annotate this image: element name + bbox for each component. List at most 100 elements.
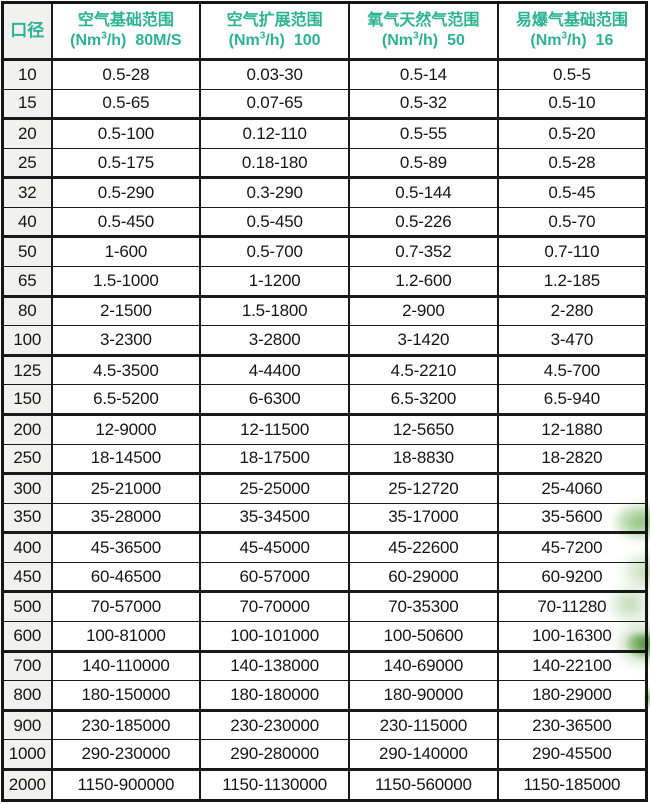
header-air-basic-range: 空气基础范围 (Nm3/h) 80M/S (50, 2, 202, 61)
range-cell: 140-69000 (348, 650, 499, 682)
diameter-cell: 50 (1, 236, 53, 268)
range-cell: 290-230000 (50, 739, 202, 771)
header-unit: (Nm3/h) 16 (530, 30, 614, 49)
range-cell: 18-17500 (199, 443, 350, 476)
range-cell: 3-2800 (199, 325, 350, 357)
table-row: 500 70-57000 70-70000 70-35300 70-11280 (1, 591, 648, 622)
table-row: 20 0.5-100 0.12-110 0.5-55 0.5-20 (1, 118, 648, 149)
range-cell: 0.5-89 (348, 147, 499, 180)
range-cell: 1-600 (50, 236, 202, 268)
range-cell: 4.5-2210 (348, 354, 499, 386)
table-row: 600 100-81000 100-101000 100-50600 100-16300 (1, 620, 648, 653)
table-row: 32 0.5-290 0.3-290 0.5-144 0.5-45 (1, 177, 648, 208)
range-cell: 70-57000 (50, 591, 202, 622)
table-row: 25 0.5-175 0.18-180 0.5-89 0.5-28 (1, 147, 648, 180)
range-cell: 18-8830 (348, 443, 499, 476)
table-row: 350 35-28000 35-34500 35-17000 35-5600 (1, 502, 648, 535)
range-cell: 18-14500 (50, 443, 202, 476)
table-row: 65 1.5-1000 1-1200 1.2-600 1.2-185 (1, 266, 648, 298)
table-row: 100 3-2300 3-2800 3-1420 3-470 (1, 325, 648, 357)
range-cell: 180-180000 (199, 680, 350, 712)
range-cell: 290-280000 (199, 739, 350, 771)
header-title: 氧气天然气范围 (367, 12, 480, 30)
range-cell: 100-81000 (50, 620, 202, 653)
header-unit: (Nm3/h) 80M/S (70, 30, 182, 49)
range-cell: 35-28000 (50, 502, 202, 535)
range-cell: 1.2-185 (496, 266, 648, 298)
table-row: 40 0.5-450 0.5-450 0.5-226 0.5-70 (1, 206, 648, 239)
range-cell: 1150-1130000 (199, 768, 350, 802)
range-cell: 35-34500 (199, 502, 350, 535)
diameter-cell: 200 (1, 413, 53, 445)
range-cell: 290-45500 (496, 739, 648, 771)
header-air-extended-range: 空气扩展范围 (Nm3/h) 100 (199, 2, 350, 61)
diameter-cell: 150 (1, 384, 53, 416)
table-row: 1000 290-230000 290-280000 290-140000 290-45… (1, 739, 648, 771)
header-title: 易爆气基础范围 (515, 12, 628, 30)
range-cell: 180-90000 (348, 680, 499, 712)
range-cell: 70-11280 (496, 591, 648, 622)
table-row: 150 6.5-5200 6-6300 6.5-3200 6.5-940 (1, 384, 648, 416)
range-cell: 25-12720 (348, 473, 499, 504)
range-cell: 70-70000 (199, 591, 350, 622)
header-unit: (Nm3/h) 100 (228, 30, 321, 49)
range-cell: 12-1880 (496, 413, 648, 445)
table-header: 口径 空气基础范围 (Nm3/h) 80M/S 空气扩展范围 (Nm3/h) 100… (1, 2, 648, 61)
diameter-cell: 10 (1, 59, 53, 90)
table-row: 300 25-21000 25-25000 25-12720 25-4060 (1, 473, 648, 504)
range-cell: 25-25000 (199, 473, 350, 504)
range-cell: 6.5-3200 (348, 384, 499, 416)
diameter-cell: 450 (1, 561, 53, 594)
diameter-cell: 250 (1, 443, 53, 476)
range-cell: 0.5-5 (496, 59, 648, 90)
diameter-cell: 600 (1, 620, 53, 653)
range-cell: 230-185000 (50, 709, 202, 741)
range-cell: 35-5600 (496, 502, 648, 535)
diameter-cell: 32 (1, 177, 53, 208)
range-cell: 45-45000 (199, 532, 350, 563)
range-cell: 6.5-5200 (50, 384, 202, 416)
range-cell: 140-138000 (199, 650, 350, 682)
diameter-cell: 125 (1, 354, 53, 386)
range-cell: 1-1200 (199, 266, 350, 298)
table-row: 400 45-36500 45-45000 45-22600 45-7200 (1, 532, 648, 563)
diameter-cell: 15 (1, 88, 53, 121)
header-diameter: 口径 (1, 2, 53, 61)
range-cell: 60-29000 (348, 561, 499, 594)
range-cell: 0.5-290 (50, 177, 202, 208)
table-row: 50 1-600 0.5-700 0.7-352 0.7-110 (1, 236, 648, 268)
range-cell: 100-16300 (496, 620, 648, 653)
diameter-cell: 100 (1, 325, 53, 357)
range-cell: 60-9200 (496, 561, 648, 594)
diameter-cell: 400 (1, 532, 53, 563)
range-cell: 0.5-28 (50, 59, 202, 90)
range-cell: 0.07-65 (199, 88, 350, 121)
range-cell: 0.5-28 (496, 147, 648, 180)
range-cell: 3-2300 (50, 325, 202, 357)
range-cell: 230-36500 (496, 709, 648, 741)
diameter-cell: 1000 (1, 739, 53, 771)
table-row: 250 18-14500 18-17500 18-8830 18-2820 (1, 443, 648, 476)
range-cell: 0.5-144 (348, 177, 499, 208)
range-cell: 0.5-65 (50, 88, 202, 121)
range-cell: 0.5-700 (199, 236, 350, 268)
table-row: 900 230-185000 230-230000 230-115000 230-365… (1, 709, 648, 741)
range-cell: 0.5-10 (496, 88, 648, 121)
range-cell: 100-101000 (199, 620, 350, 653)
range-cell: 230-230000 (199, 709, 350, 741)
header-unit: (Nm3/h) 50 (381, 30, 465, 49)
table-row: 450 60-46500 60-57000 60-29000 60-9200 (1, 561, 648, 594)
range-cell: 0.5-450 (50, 206, 202, 239)
table-row: 800 180-150000 180-180000 180-90000 180-2900… (1, 680, 648, 712)
range-cell: 1.5-1000 (50, 266, 202, 298)
range-cell: 0.5-100 (50, 118, 202, 149)
range-cell: 1150-560000 (348, 768, 499, 802)
diameter-cell: 350 (1, 502, 53, 535)
range-cell: 0.5-20 (496, 118, 648, 149)
range-cell: 180-150000 (50, 680, 202, 712)
table-row: 700 140-110000 140-138000 140-69000 140-2210… (1, 650, 648, 682)
diameter-cell: 2000 (1, 768, 53, 802)
diameter-cell: 40 (1, 206, 53, 239)
range-cell: 45-22600 (348, 532, 499, 563)
